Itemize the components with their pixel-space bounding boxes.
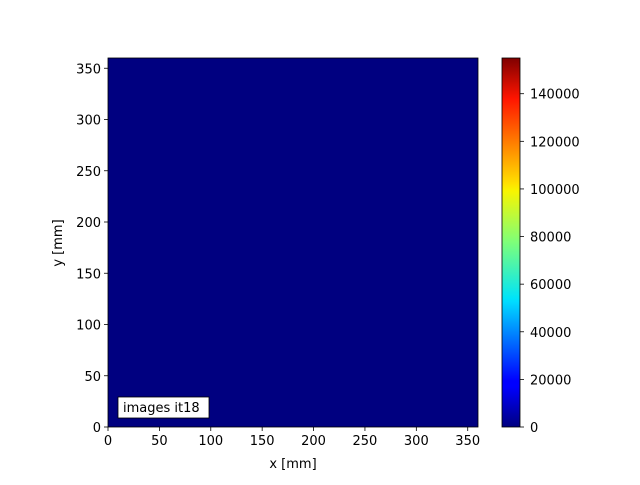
x-tick-label: 50 [151, 434, 168, 449]
y-tick-label: 300 [76, 114, 101, 129]
y-tick-label: 50 [84, 370, 101, 385]
annotation-box: images it18 [117, 396, 210, 419]
colorbar-tick-label: 120000 [530, 135, 580, 150]
colorbar [501, 57, 521, 428]
colorbar-tick-label: 140000 [530, 88, 580, 103]
y-tick-label: 200 [76, 216, 101, 231]
x-tick-label: 100 [198, 434, 223, 449]
x-tick-label: 0 [104, 434, 112, 449]
y-tick-label: 250 [76, 165, 101, 180]
colorbar-tick-label: 60000 [530, 278, 571, 293]
y-tick-label: 350 [76, 62, 101, 77]
x-tick-label: 150 [250, 434, 275, 449]
x-tick-label: 300 [404, 434, 429, 449]
heatmap-field [108, 58, 478, 427]
plot-frame [107, 57, 479, 428]
x-axis-label: x [mm] [269, 457, 316, 472]
y-axis-label: y [mm] [51, 219, 66, 266]
x-tick-label: 250 [353, 434, 378, 449]
colorbar-tick-label: 100000 [530, 183, 580, 198]
colorbar-tick-label: 20000 [530, 373, 571, 388]
colorbar-tick-label: 40000 [530, 326, 571, 341]
annotation-text: images it18 [123, 401, 200, 416]
y-tick-label: 100 [76, 319, 101, 334]
x-tick-label: 350 [455, 434, 480, 449]
y-tick-label: 150 [76, 267, 101, 282]
colorbar-tick-label: 0 [530, 421, 538, 436]
colorbar-tick-label: 80000 [530, 231, 571, 246]
x-tick-label: 200 [301, 434, 326, 449]
y-tick-label: 0 [93, 421, 101, 436]
